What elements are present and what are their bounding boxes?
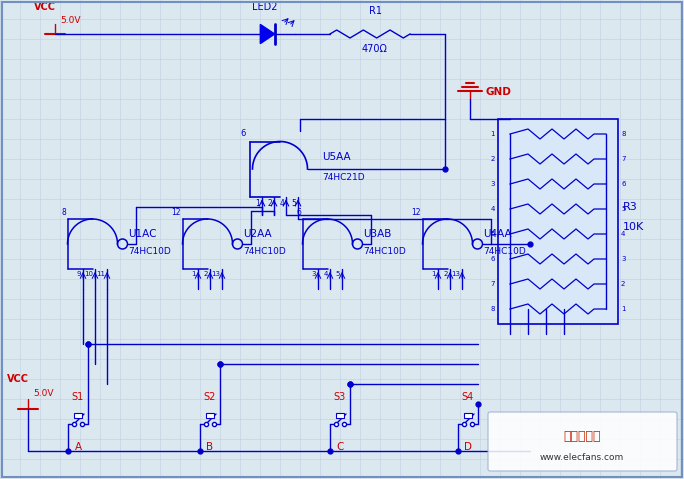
Text: U3AB: U3AB [363, 229, 391, 239]
Text: 6: 6 [241, 128, 246, 137]
Polygon shape [261, 24, 275, 44]
Text: VCC: VCC [7, 374, 29, 384]
Text: 12: 12 [172, 208, 181, 217]
Text: D: D [464, 442, 472, 452]
Text: 1: 1 [490, 131, 495, 137]
Text: U5AA: U5AA [322, 152, 351, 162]
Text: U2AA: U2AA [243, 229, 272, 239]
FancyBboxPatch shape [488, 412, 677, 471]
Text: 8: 8 [621, 131, 625, 137]
Text: 8: 8 [490, 306, 495, 312]
Text: R3: R3 [623, 202, 637, 212]
Text: A: A [75, 442, 81, 452]
Text: 74HC21D: 74HC21D [322, 172, 365, 182]
Text: 3: 3 [311, 271, 316, 277]
Text: 5.0V: 5.0V [33, 389, 53, 398]
Text: 2: 2 [267, 198, 272, 207]
Text: 5: 5 [291, 198, 296, 207]
Text: S4: S4 [462, 392, 474, 402]
Bar [206, 413, 214, 418]
Text: 2: 2 [490, 156, 495, 162]
Text: 4: 4 [279, 198, 284, 207]
Bar [498, 119, 618, 324]
Text: 2: 2 [204, 271, 208, 277]
Text: 5: 5 [336, 271, 340, 277]
Text: 电子发烧友: 电子发烧友 [563, 430, 601, 443]
Text: 12: 12 [412, 208, 421, 217]
Text: 3: 3 [490, 181, 495, 187]
Text: 1: 1 [255, 198, 260, 207]
Text: LED2: LED2 [252, 2, 278, 12]
Text: 74HC10D: 74HC10D [483, 247, 526, 255]
Text: 74HC10D: 74HC10D [243, 247, 286, 255]
Text: 5: 5 [490, 231, 495, 237]
Text: 1: 1 [192, 271, 196, 277]
Text: 11: 11 [96, 271, 105, 277]
Text: 470Ω: 470Ω [362, 44, 388, 54]
Text: S2: S2 [204, 392, 216, 402]
Text: VCC: VCC [34, 2, 56, 12]
Text: 7: 7 [621, 156, 625, 162]
Bar [464, 413, 472, 418]
Text: 4: 4 [490, 206, 495, 212]
Text: 10K: 10K [623, 221, 644, 231]
Text: 74HC10D: 74HC10D [363, 247, 406, 255]
Text: 5: 5 [621, 206, 625, 212]
Text: 2: 2 [621, 281, 625, 287]
Text: U4AA: U4AA [483, 229, 512, 239]
Text: 5.0V: 5.0V [60, 16, 81, 25]
Text: 10: 10 [84, 271, 93, 277]
Text: 4: 4 [621, 231, 625, 237]
Text: B: B [207, 442, 213, 452]
Text: 3: 3 [621, 256, 625, 262]
Bar [74, 413, 82, 418]
Bar [336, 413, 344, 418]
Text: 8: 8 [62, 208, 66, 217]
Text: 74HC10D: 74HC10D [128, 247, 171, 255]
Text: 1: 1 [432, 271, 436, 277]
Text: 2: 2 [444, 271, 448, 277]
Text: 1: 1 [621, 306, 625, 312]
Text: R1: R1 [369, 6, 382, 16]
Text: 6: 6 [490, 256, 495, 262]
Text: 9: 9 [77, 271, 81, 277]
Text: 6: 6 [621, 181, 625, 187]
Text: 13: 13 [451, 271, 460, 277]
Text: 6: 6 [296, 208, 301, 217]
Text: 7: 7 [490, 281, 495, 287]
Text: S3: S3 [334, 392, 346, 402]
Text: 13: 13 [211, 271, 220, 277]
Text: S1: S1 [72, 392, 84, 402]
Text: GND: GND [485, 87, 511, 97]
Text: 4: 4 [324, 271, 328, 277]
Text: U1AC: U1AC [128, 229, 157, 239]
Text: C: C [337, 442, 343, 452]
Text: www.elecfans.com: www.elecfans.com [540, 453, 624, 461]
